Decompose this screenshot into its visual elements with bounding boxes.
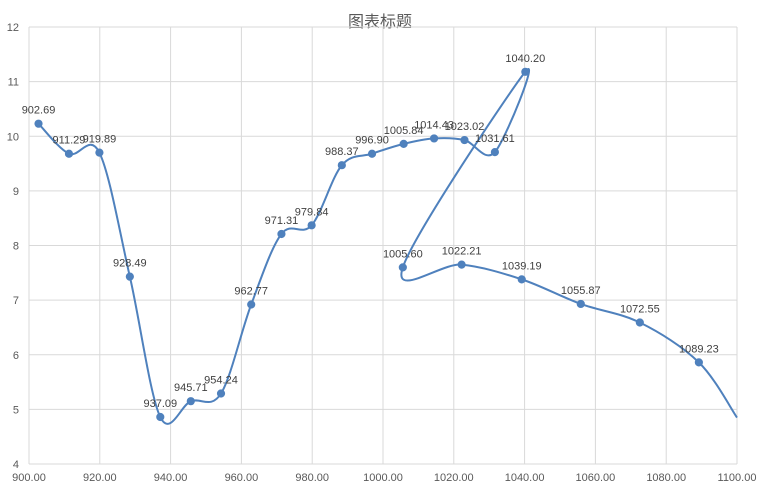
y-tick-label: 8	[13, 241, 19, 253]
data-label: 1039.19	[502, 260, 542, 272]
data-point	[277, 229, 286, 239]
data-point	[307, 221, 316, 230]
data-point	[457, 260, 466, 269]
data-label: 937.09	[143, 398, 177, 410]
data-label: 945.71	[174, 382, 208, 394]
x-tick-label: 940.00	[154, 472, 188, 484]
data-label: 1005.60	[383, 248, 423, 260]
data-point	[635, 318, 644, 327]
data-label: 954.24	[204, 375, 238, 387]
data-label: 1023.02	[445, 121, 485, 133]
data-label: 902.69	[22, 105, 56, 117]
data-point	[399, 139, 408, 148]
x-tick-label: 920.00	[83, 472, 117, 484]
data-point	[95, 148, 104, 157]
data-points	[34, 67, 703, 422]
y-tick-label: 10	[7, 131, 19, 143]
data-point	[186, 397, 195, 406]
data-label: 1089.23	[679, 343, 719, 355]
data-label: 996.90	[355, 135, 389, 147]
x-tick-label: 1040.00	[505, 472, 545, 484]
data-label: 962.77	[234, 285, 268, 297]
series-line-group	[37, 68, 738, 425]
data-label: 1005.84	[384, 125, 424, 137]
data-label: 1031.61	[475, 133, 515, 145]
data-label: 1022.21	[442, 246, 482, 258]
data-point	[247, 300, 256, 309]
data-point	[216, 389, 226, 398]
y-tick-label: 5	[13, 404, 19, 416]
data-point	[429, 134, 439, 143]
data-point	[490, 147, 499, 157]
series-line	[37, 68, 738, 425]
y-axis-ticks: 4 5 6 7 8 9 10 11 12	[7, 22, 19, 471]
x-tick-label: 900.00	[12, 472, 46, 484]
x-tick-label: 1100.00	[718, 472, 757, 484]
x-tick-label: 1060.00	[576, 472, 616, 484]
x-tick-label: 1000.00	[363, 472, 403, 484]
data-label: 928.49	[113, 258, 147, 270]
data-point	[576, 299, 585, 309]
x-tick-label: 1080.00	[646, 472, 686, 484]
data-label: 971.31	[265, 215, 299, 227]
data-point	[125, 272, 134, 281]
data-point	[337, 161, 346, 170]
y-tick-label: 11	[8, 77, 19, 89]
chart-title: 图表标题	[348, 12, 412, 31]
gridlines	[28, 26, 738, 465]
x-tick-label: 960.00	[225, 472, 259, 484]
data-label: 979.84	[295, 206, 329, 218]
y-tick-label: 12	[7, 22, 19, 34]
y-tick-label: 6	[13, 350, 19, 362]
data-point	[398, 263, 407, 272]
data-label: 1055.87	[561, 285, 601, 297]
data-point	[517, 275, 526, 284]
data-label: 1014.43	[414, 119, 454, 131]
data-label: 1072.55	[620, 304, 660, 316]
data-point	[367, 149, 377, 158]
y-tick-label: 7	[13, 295, 19, 307]
data-point	[694, 358, 703, 367]
y-tick-label: 9	[13, 186, 19, 198]
data-point	[521, 67, 530, 76]
x-tick-label: 980.00	[295, 472, 329, 484]
x-tick-label: 1020.00	[434, 472, 474, 484]
data-label: 911.29	[53, 135, 86, 147]
data-label: 1040.20	[505, 53, 545, 65]
data-point	[156, 412, 165, 422]
data-point	[34, 119, 43, 128]
x-axis-ticks: 900.00 920.00 940.00 960.00 980.00 1000.00 102…	[12, 472, 756, 484]
data-point	[64, 149, 74, 158]
data-label: 988.37	[325, 146, 359, 158]
data-label: 919.89	[83, 134, 117, 146]
data-point	[460, 135, 469, 145]
y-tick-label: 4	[13, 459, 19, 471]
